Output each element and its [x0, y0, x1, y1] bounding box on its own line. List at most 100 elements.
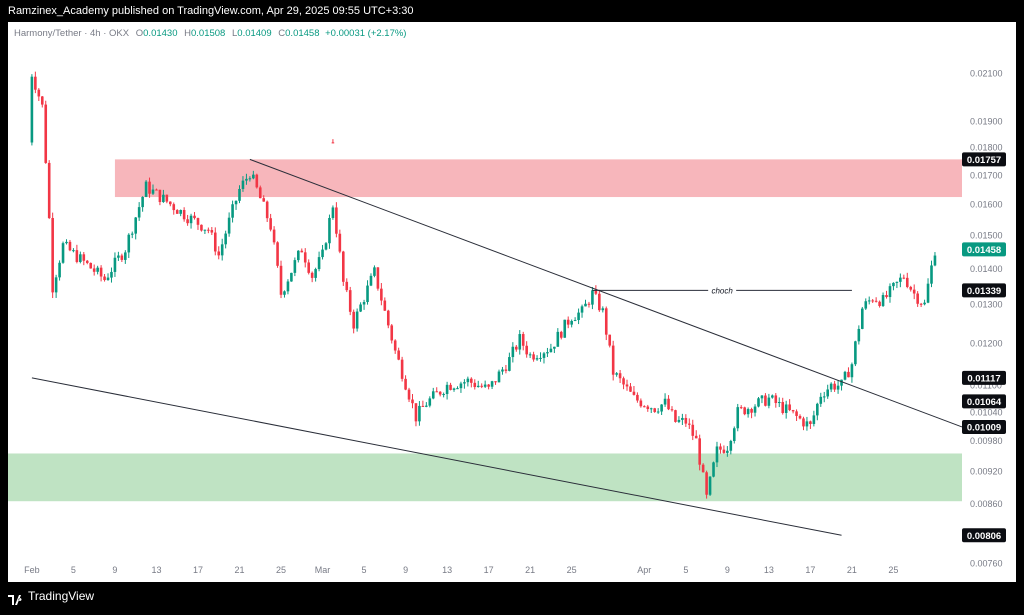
y-tick-label: 0.01600: [970, 200, 1003, 210]
candle-body: [421, 405, 425, 407]
candle-body: [480, 385, 483, 387]
candle-body: [670, 409, 674, 411]
candle-body: [99, 267, 103, 277]
candle-body: [494, 381, 497, 383]
x-tick-label: 17: [484, 565, 494, 575]
candle-body: [753, 406, 757, 413]
candle-body: [321, 249, 324, 258]
x-tick-label: 21: [234, 565, 244, 575]
candle-body: [96, 267, 99, 272]
candle-body: [162, 194, 165, 203]
lower-trendline: [31, 377, 842, 536]
candle-body: [549, 348, 553, 353]
candle-body: [411, 399, 414, 404]
candle-body: [930, 265, 933, 284]
x-tick-label: 13: [764, 565, 774, 575]
price-label: 0.01117: [967, 373, 1000, 384]
candle-body: [314, 269, 317, 278]
candle-body: [833, 383, 836, 390]
candle-body: [604, 308, 608, 335]
candle-body: [217, 251, 221, 256]
x-tick-label: 21: [525, 565, 535, 575]
candle-body: [764, 395, 767, 406]
candle-body: [521, 334, 525, 346]
candle-body: [539, 357, 542, 359]
candle-body: [224, 233, 227, 245]
candle-body: [864, 301, 868, 309]
choch-label-bg: [708, 284, 737, 296]
price-label-box: [962, 283, 1006, 298]
candle-body: [442, 394, 445, 396]
candle-body: [802, 418, 805, 427]
upper-trendline: [249, 158, 963, 428]
candle-body: [383, 300, 387, 311]
candle-body: [777, 402, 781, 404]
candle-body: [241, 180, 245, 189]
y-tick-label: 0.01900: [970, 117, 1003, 127]
candle-body: [885, 295, 888, 298]
candle-body: [899, 277, 902, 282]
price-chart[interactable]: choch Feb 5 9 13 17 21 25 Mar 5 9 13 17 21 25 Apr 5 9 13 1…: [0, 0, 1024, 584]
candle-body: [34, 76, 37, 90]
candle-body: [172, 204, 176, 211]
candle-body: [452, 388, 456, 390]
candle-body: [148, 181, 151, 194]
trendlines-layer: choch: [31, 158, 963, 536]
candle-body: [861, 308, 864, 329]
price-label: 0.01458: [967, 245, 1001, 256]
tradingview-logo-icon[interactable]: [8, 590, 24, 615]
candle-body: [487, 384, 490, 387]
candle-body: [61, 243, 65, 263]
candle-body: [127, 234, 131, 253]
tradingview-brand[interactable]: TradingView: [28, 589, 95, 603]
candle-body: [283, 291, 286, 295]
candle-body: [566, 319, 570, 325]
candle-body: [836, 385, 840, 390]
y-tick-label: 0.01040: [970, 407, 1003, 417]
candle-body: [729, 441, 733, 451]
candle-body: [338, 233, 342, 252]
candle-body: [335, 207, 338, 234]
price-label-box: [962, 370, 1006, 385]
publisher-line: Ramzinex_Academy published on TradingVie…: [8, 5, 414, 17]
y-tick-label: 0.01200: [970, 338, 1003, 348]
candle-body: [355, 311, 359, 329]
x-tick-label: 9: [403, 565, 408, 575]
candle-body: [407, 389, 411, 400]
candle-body: [37, 89, 41, 97]
candle-body: [234, 200, 238, 205]
candle-body: [490, 381, 494, 387]
price-label-box: [962, 394, 1006, 409]
candle-body: [532, 354, 535, 360]
candle-body: [200, 224, 203, 231]
candle-body: [771, 395, 774, 398]
x-tick-label: 17: [805, 565, 815, 575]
candles-layer: [30, 71, 937, 499]
candle-body: [732, 428, 736, 442]
candle-body: [854, 341, 857, 365]
candle-body: [463, 382, 466, 384]
x-tick-label: 25: [276, 565, 286, 575]
symbol-legend: Harmony/Tether · 4h · OKX O0.01430 H0.01…: [14, 28, 406, 39]
candle-body: [227, 217, 231, 234]
candle-body: [816, 403, 819, 416]
candle-body: [65, 241, 68, 244]
candle-body: [553, 346, 556, 349]
candle-body: [511, 346, 515, 358]
candle-body: [812, 415, 816, 424]
candle-body: [68, 241, 72, 251]
candle-body: [618, 373, 622, 379]
zones-layer: [8, 159, 962, 502]
candle-body: [431, 391, 435, 399]
candle-body: [598, 293, 601, 311]
candle-body: [117, 255, 120, 258]
candle-body: [580, 306, 584, 313]
candle-body: [445, 384, 449, 395]
x-tick-label: 21: [847, 565, 857, 575]
candle-body: [348, 290, 352, 312]
x-tick-label: 5: [362, 565, 367, 575]
candle-body: [418, 405, 421, 422]
y-tick-label: 0.01500: [970, 231, 1003, 241]
price-labels-layer: 0.017570.014580.013390.011170.010640.010…: [962, 152, 1006, 543]
candle-body: [72, 250, 75, 252]
